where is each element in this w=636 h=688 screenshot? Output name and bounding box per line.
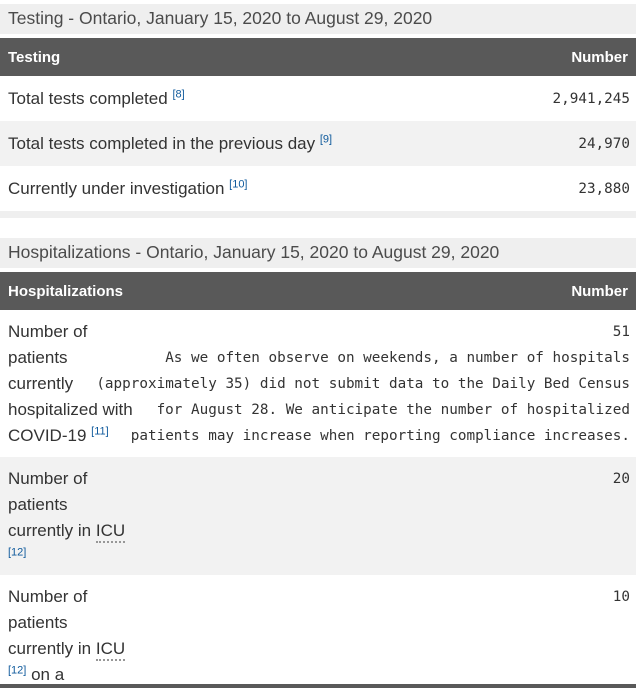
icu-abbr: ICU [95, 639, 126, 661]
testing-table-header: Testing Number [0, 38, 636, 76]
row-value: 10 [612, 589, 630, 605]
table-row: Number of patients currently in ICU [12]… [0, 575, 636, 688]
row-label: Number of patients currently in ICU [12] [8, 466, 136, 570]
row-label: Total tests completed [8] [8, 87, 553, 109]
row-value-block: 10 [8, 584, 630, 610]
row-label-suffix: on a [31, 665, 65, 684]
table-row: Number of patients currently hospitalize… [0, 310, 636, 457]
table-row: Total tests completed in the previous da… [0, 121, 636, 166]
row-value-block: 20 [8, 466, 630, 492]
row-label-text: Total tests completed in the previous da… [8, 133, 316, 153]
hospitalizations-table-header-number: Number [571, 282, 628, 300]
footnote-link[interactable]: [8] [172, 87, 185, 100]
hospitalizations-table-header-label: Hospitalizations [8, 282, 124, 300]
icu-abbr: ICU [95, 521, 126, 543]
row-value: 51 [612, 324, 630, 340]
row-label: Number of patients currently in ICU [12]… [8, 584, 136, 688]
row-label-text: Number of patients currently in [8, 587, 92, 658]
hospitalizations-section: Hospitalizations - Ontario, January 15, … [0, 238, 636, 688]
row-value: 2,941,245 [552, 90, 630, 107]
row-value: 23,880 [578, 180, 630, 197]
row-label: Number of patients currently hospitalize… [8, 319, 136, 449]
footnote-link[interactable]: [9] [319, 132, 333, 145]
row-label: Currently under investigation [10] [8, 177, 578, 199]
hospitalizations-table-header: Hospitalizations Number [0, 272, 636, 310]
row-label-text: Number of patients currently in [8, 469, 92, 540]
footnote-link[interactable]: [12] [8, 546, 27, 559]
table-row: Number of patients currently in ICU [12]… [0, 457, 636, 575]
cut-off-next-table-header [0, 684, 636, 688]
testing-section: Testing - Ontario, January 15, 2020 to A… [0, 4, 636, 218]
row-label-text: Total tests completed [8, 88, 168, 108]
row-value: 24,970 [578, 135, 630, 152]
table-row: Total tests completed [8] 2,941,245 [0, 76, 636, 121]
hospitalizations-section-heading: Hospitalizations - Ontario, January 15, … [0, 238, 636, 268]
reporting-note: As we often observe on weekends, a numbe… [96, 350, 630, 444]
row-value: 20 [612, 471, 630, 487]
table-bottom-strip [0, 211, 636, 218]
row-label-text: Currently under investigation [8, 178, 225, 198]
row-label-text: Number of patients currently hospitalize… [8, 322, 133, 445]
testing-table-header-label: Testing [8, 48, 61, 66]
footnote-link[interactable]: [12] [8, 664, 27, 677]
table-row: Currently under investigation [10] 23,88… [0, 166, 636, 211]
footnote-link[interactable]: [11] [91, 425, 109, 438]
row-label: Total tests completed in the previous da… [8, 132, 578, 154]
testing-section-heading: Testing - Ontario, January 15, 2020 to A… [0, 4, 636, 34]
testing-table-header-number: Number [571, 48, 628, 66]
row-value-block: 51 As we often observe on weekends, a nu… [8, 319, 630, 449]
footnote-link[interactable]: [10] [229, 177, 248, 190]
